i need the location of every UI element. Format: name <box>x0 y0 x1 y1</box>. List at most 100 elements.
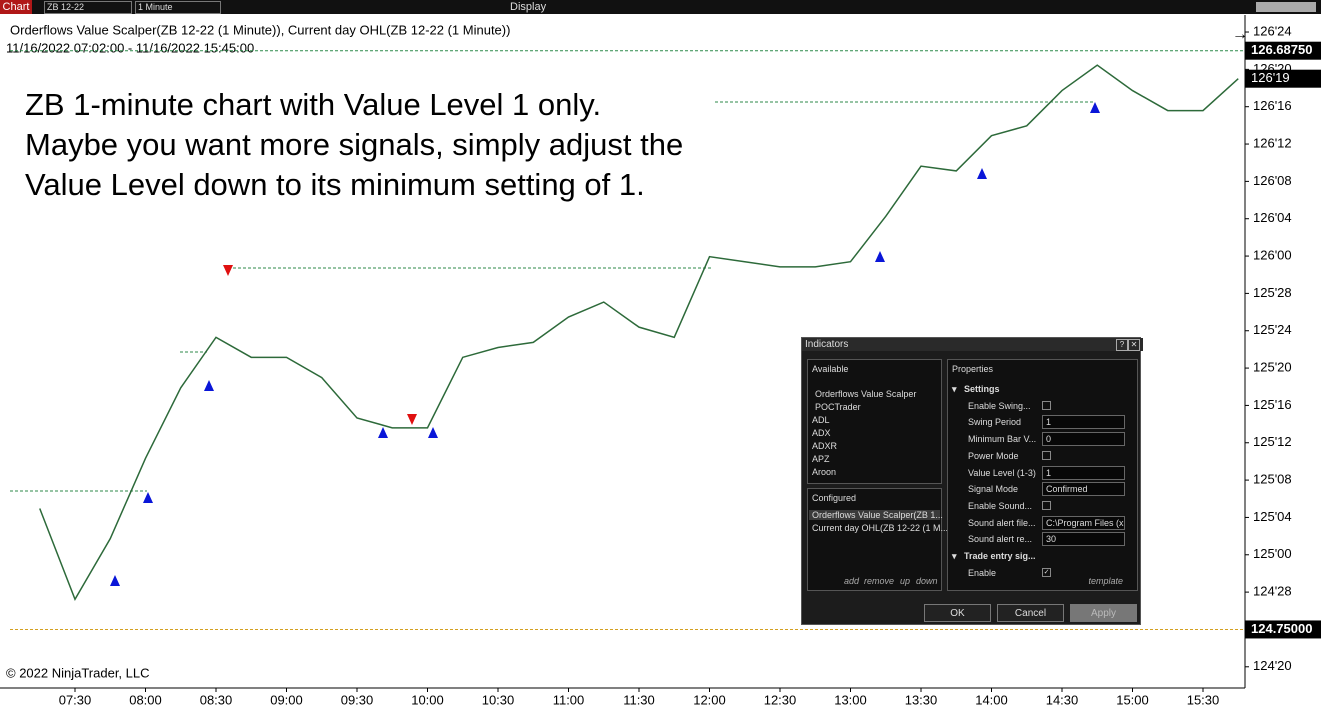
configured-item[interactable]: Current day OHL(ZB 12-22 (1 M... <box>812 523 949 533</box>
x-tick-label: 10:30 <box>482 692 515 707</box>
available-pane: Available Orderflows Value Scalper POCTra… <box>807 359 942 484</box>
x-tick-label: 12:30 <box>764 692 797 707</box>
action-link[interactable]: up <box>900 576 911 586</box>
template-link[interactable]: template <box>1088 576 1123 586</box>
price-tag-label: 126.68750 <box>1251 42 1312 57</box>
instrument-select[interactable]: ZB 12-22 <box>44 1 132 14</box>
copyright: © 2022 NinjaTrader, LLC <box>6 665 150 680</box>
indicator-item[interactable]: POCTrader <box>815 402 861 412</box>
property-value[interactable]: 1 <box>1042 415 1125 430</box>
y-tick-label: 126'24 <box>1253 23 1292 38</box>
property-name: Swing Period <box>968 417 1022 428</box>
group-name: Trade entry sig... <box>964 551 1036 561</box>
y-tick-label: 126'08 <box>1253 173 1292 188</box>
annotation: Maybe you want more signals, simply adju… <box>25 127 683 162</box>
help-button[interactable]: ? <box>1116 339 1128 351</box>
property-name: Signal Mode <box>968 484 1019 495</box>
property-name: Power Mode <box>968 450 1019 461</box>
x-tick-label: 13:30 <box>905 692 938 707</box>
x-axis-bg <box>0 688 1321 716</box>
price-tag <box>1245 620 1321 639</box>
dialog-button[interactable]: Apply <box>1070 604 1137 622</box>
indicator-item[interactable]: Orderflows Value Scalper <box>815 389 917 399</box>
property-value[interactable]: 0 <box>1042 432 1125 447</box>
x-tick-label: 07:30 <box>59 692 92 707</box>
configured-pane: Configured Orderflows Value Scalper(ZB 1… <box>807 488 949 591</box>
dialog-title: Indicators <box>802 338 1143 351</box>
y-tick-label: 125'08 <box>1253 472 1292 487</box>
x-tick-label: 15:00 <box>1116 692 1149 707</box>
dialog-button[interactable]: Cancel <box>997 604 1064 622</box>
pane-label: Properties <box>952 364 994 374</box>
property-name: Sound alert re... <box>968 534 1033 545</box>
interval-select[interactable]: 1 Minute <box>135 1 221 14</box>
indicator-item[interactable]: Aroon <box>812 467 837 477</box>
configured-item[interactable]: Orderflows Value Scalper(ZB 1... <box>809 510 943 520</box>
x-tick-label: 12:00 <box>693 692 726 707</box>
price-tag <box>1245 41 1321 60</box>
property-value[interactable]: 30 <box>1042 532 1125 547</box>
y-tick-label: 126'00 <box>1253 247 1292 262</box>
pane-label: Available <box>812 364 849 374</box>
y-tick-label: 125'12 <box>1253 434 1292 449</box>
property-value[interactable]: C:\Program Files (x <box>1042 515 1125 530</box>
x-tick-label: 15:30 <box>1187 692 1220 707</box>
price-line <box>39 64 1239 602</box>
y-tick-label: 124'20 <box>1253 658 1292 673</box>
checkbox[interactable] <box>1042 400 1051 410</box>
checkbox[interactable]: ✓ <box>1042 567 1051 577</box>
property-value[interactable]: 1 <box>1042 465 1125 480</box>
group-name: Settings <box>964 384 1000 394</box>
indicators-dialog: Indicators ? ✕ Available Orderflows Valu… <box>801 337 1143 625</box>
y-tick-label: 125'28 <box>1253 285 1292 300</box>
checkbox[interactable] <box>1042 500 1051 510</box>
x-tick-label: 10:00 <box>411 692 444 707</box>
annotation: ZB 1-minute chart with Value Level 1 onl… <box>25 87 601 122</box>
window-controls[interactable] <box>1256 2 1316 12</box>
property-name: Enable <box>968 567 997 578</box>
dialog-button[interactable]: OK <box>924 604 991 622</box>
y-tick-label: 126'12 <box>1253 135 1292 150</box>
indicator-item[interactable]: ADX <box>812 428 831 438</box>
x-tick-label: 08:00 <box>129 692 162 707</box>
checkbox[interactable] <box>1042 450 1051 460</box>
action-link[interactable]: add <box>844 576 860 586</box>
indicator-item[interactable]: APZ <box>812 454 830 464</box>
x-tick-label: 14:00 <box>975 692 1008 707</box>
y-tick-label: 125'16 <box>1253 397 1292 412</box>
x-tick-label: 08:30 <box>200 692 233 707</box>
y-tick-label: 124'28 <box>1253 584 1292 599</box>
chart-tab[interactable]: Chart <box>0 0 32 14</box>
group-header: ▾ <box>952 551 957 561</box>
indicator-item[interactable]: ADXR <box>812 441 838 451</box>
last-price-tag <box>1245 69 1321 88</box>
property-name: Sound alert file... <box>968 517 1036 528</box>
action-link[interactable]: down <box>916 576 938 586</box>
x-tick-label: 14:30 <box>1046 692 1079 707</box>
chart-title: Orderflows Value Scalper(ZB 12-22 (1 Min… <box>10 22 510 37</box>
action-link[interactable]: remove <box>864 576 895 586</box>
toolbar: Chart ZB 12-22 1 Minute Display <box>0 0 1321 14</box>
property-name: Enable Sound... <box>968 500 1033 511</box>
arrow-icon[interactable]: → <box>1232 26 1248 43</box>
property-name: Value Level (1-3) <box>968 467 1036 478</box>
display-menu[interactable]: Display <box>510 1 547 13</box>
date-range: 11/16/2022 07:02:00 - 11/16/2022 15:45:0… <box>6 40 254 55</box>
properties-pane: Properties template ▾ Settings Enable Swin… <box>947 359 1138 591</box>
close-button[interactable]: ✕ <box>1128 339 1140 351</box>
group-header: ▾ <box>952 384 957 394</box>
property-name: Minimum Bar V... <box>968 434 1037 445</box>
property-name: Enable Swing... <box>968 400 1031 411</box>
y-tick-label: 125'04 <box>1253 509 1292 524</box>
indicator-item[interactable]: ADL <box>812 415 830 425</box>
annotation: Value Level down to its minimum setting … <box>25 167 645 202</box>
swing-lines <box>10 101 1095 492</box>
y-tick-label: 126'04 <box>1253 210 1292 225</box>
property-value[interactable]: Confirmed <box>1042 482 1125 497</box>
y-tick-label: 125'24 <box>1253 322 1292 337</box>
y-tick-label: 126'16 <box>1253 98 1292 113</box>
price-tag-label: 124.75000 <box>1251 621 1312 636</box>
x-tick-label: 13:00 <box>834 692 867 707</box>
